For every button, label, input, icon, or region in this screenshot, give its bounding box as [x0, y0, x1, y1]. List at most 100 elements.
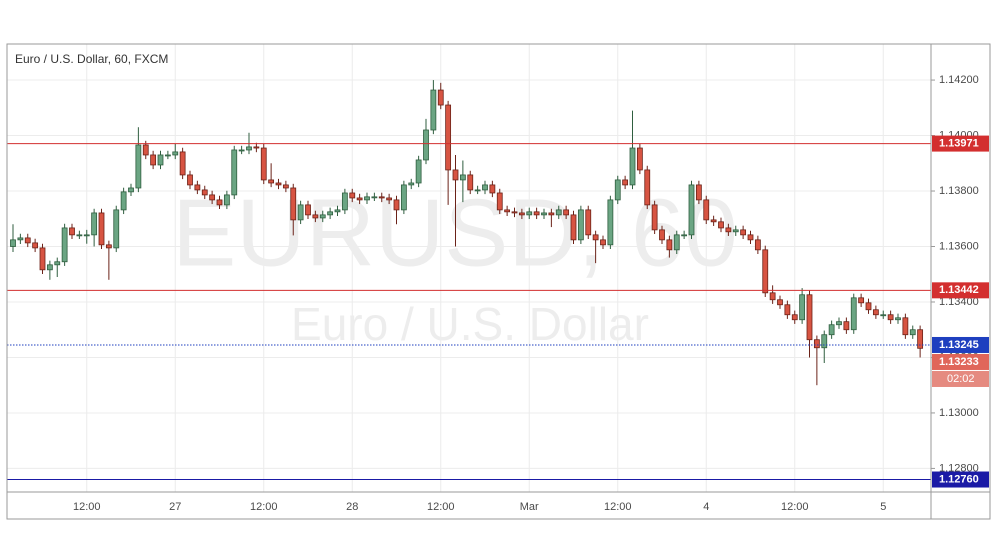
candle-body [113, 209, 120, 249]
candle-body [172, 151, 179, 156]
level-badge-label: 1.13245 [939, 339, 979, 351]
candle-body [356, 197, 363, 201]
candle-body [895, 317, 901, 321]
candle-body [909, 329, 916, 336]
last-price-label: 1.13233 [939, 356, 979, 368]
candle-body [400, 184, 407, 211]
candle-body [24, 237, 31, 244]
candle-body [312, 214, 319, 219]
level-badge [932, 282, 989, 299]
x-tick-label: 12:00 [427, 501, 455, 513]
x-tick-label: 28 [346, 501, 358, 513]
candle-body [563, 209, 570, 216]
candle-body [887, 314, 894, 321]
candle-body [290, 187, 297, 221]
candle-body [526, 211, 533, 216]
candle-body [142, 144, 149, 156]
candle-body [282, 184, 289, 189]
candle-body [275, 182, 282, 186]
candle-body [157, 154, 164, 166]
candle-body [216, 199, 223, 206]
candle-body [880, 314, 887, 317]
candle-body [836, 321, 842, 326]
candle-body [843, 321, 850, 331]
candle-body [10, 239, 16, 247]
candle-body [541, 212, 547, 216]
candle-body [850, 297, 857, 331]
candle-body [194, 184, 201, 191]
candle-body [364, 196, 370, 201]
candle-body [319, 214, 326, 219]
candle-body [902, 317, 909, 336]
candle-body [187, 174, 193, 186]
candle-body [577, 209, 584, 241]
candle-body [769, 292, 776, 301]
candle-body [806, 294, 813, 341]
countdown-badge [932, 370, 989, 387]
candle-body [732, 229, 739, 233]
frame [6, 43, 991, 520]
candle-body [518, 212, 525, 216]
candle-body [349, 192, 356, 199]
chart-title: Euro / U.S. Dollar, 60, FXCM [15, 52, 168, 66]
candle-body [445, 104, 452, 171]
candle-body [496, 192, 503, 211]
candle-body [813, 339, 820, 349]
candle-body [644, 169, 651, 206]
candle-body [408, 182, 415, 186]
level-badge-label: 1.13442 [939, 284, 979, 296]
level-badge [932, 336, 989, 353]
candle-body [231, 149, 238, 196]
candle-body [164, 154, 171, 157]
candle-body [201, 189, 208, 196]
candle-body [83, 234, 90, 237]
level-badge-label: 1.12760 [939, 473, 979, 485]
candle-body [747, 234, 754, 241]
y-tick-label: 1.13600 [939, 240, 979, 252]
y-tick-label: 1.13800 [939, 185, 979, 197]
candle-body [570, 214, 577, 241]
candle-body [415, 159, 422, 184]
candle-body [600, 239, 606, 246]
candle-body [371, 196, 378, 199]
candle-body [135, 144, 142, 189]
candle-body [710, 219, 717, 223]
countdown-label: 02:02 [947, 373, 975, 385]
candle-body [209, 194, 216, 201]
candle-body [504, 209, 511, 213]
candle-body [917, 329, 924, 349]
candle-body [32, 242, 39, 249]
watermark-subtitle: Euro / U.S. Dollar [291, 298, 649, 350]
candles [10, 80, 924, 386]
candle-body [61, 227, 68, 263]
candle-body [659, 229, 665, 241]
candle-body [17, 237, 24, 241]
x-tick-label: 12:00 [250, 501, 278, 513]
candle-body [98, 212, 105, 246]
candle-body [378, 196, 385, 199]
candle-body [430, 89, 437, 131]
candle-body [762, 249, 769, 294]
candle-body [246, 146, 252, 151]
candle-body [799, 294, 806, 321]
candle-body [459, 174, 466, 181]
candle-body [341, 192, 348, 211]
candle-body [681, 234, 688, 237]
candle-body [297, 204, 304, 221]
x-tick-label: Mar [520, 501, 539, 513]
candle-body [607, 199, 614, 246]
candle-body [268, 179, 275, 184]
candle-body [754, 239, 761, 251]
candle-body [740, 229, 747, 236]
candle-body [474, 189, 481, 192]
candle-body [128, 187, 134, 193]
y-tick-label: 1.14200 [939, 74, 979, 86]
candle-body [105, 244, 112, 249]
candle-body [872, 309, 879, 316]
candle-body [76, 234, 83, 237]
candle-body [695, 184, 702, 201]
candle-body [393, 199, 400, 211]
